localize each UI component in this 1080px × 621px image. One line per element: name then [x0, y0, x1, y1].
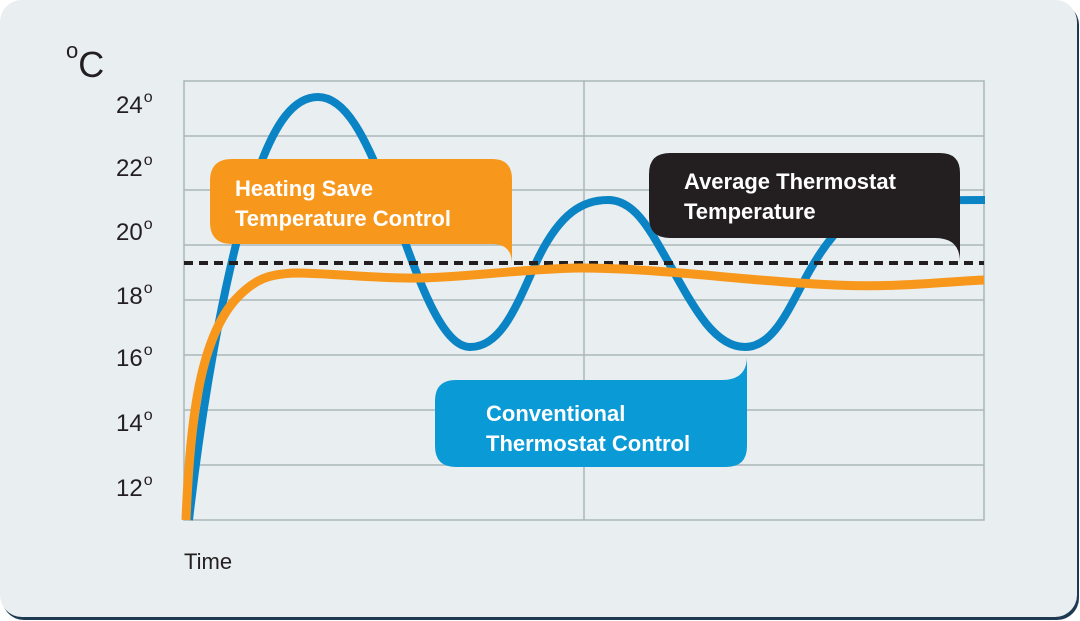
average-callout: Average Thermostat Temperature: [684, 167, 896, 227]
y-tick-20: 20o: [116, 216, 153, 246]
average-callout-bubble: [649, 153, 960, 262]
callout-text: Thermostat Control: [486, 431, 691, 456]
callout-text: Conventional: [486, 401, 626, 426]
y-tick-16: 16o: [116, 342, 153, 372]
celsius-letter: C: [78, 44, 105, 85]
y-tick-22: 22o: [116, 152, 153, 182]
heating-save-callout: Heating Save Temperature Control: [235, 174, 451, 234]
y-tick-12: 12o: [116, 472, 153, 502]
y-tick-14: 14o: [116, 407, 153, 437]
y-axis-unit-label: oC: [66, 38, 105, 86]
heating-save-callout-bubble: [210, 159, 512, 264]
y-tick-24: 24o: [116, 89, 153, 119]
degree-symbol: o: [66, 38, 79, 63]
x-axis-label: Time: [184, 549, 233, 574]
y-tick-18: 18o: [116, 280, 153, 310]
callout-text: Average Thermostat: [684, 169, 896, 194]
callout-text: Temperature Control: [235, 206, 451, 231]
heating-save-line: [181, 263, 985, 521]
callout-text: Heating Save: [235, 176, 374, 201]
callout-text: Temperature: [684, 199, 816, 224]
conventional-callout-bubble: [435, 356, 747, 467]
conventional-callout: Conventional Thermostat Control: [486, 399, 690, 459]
